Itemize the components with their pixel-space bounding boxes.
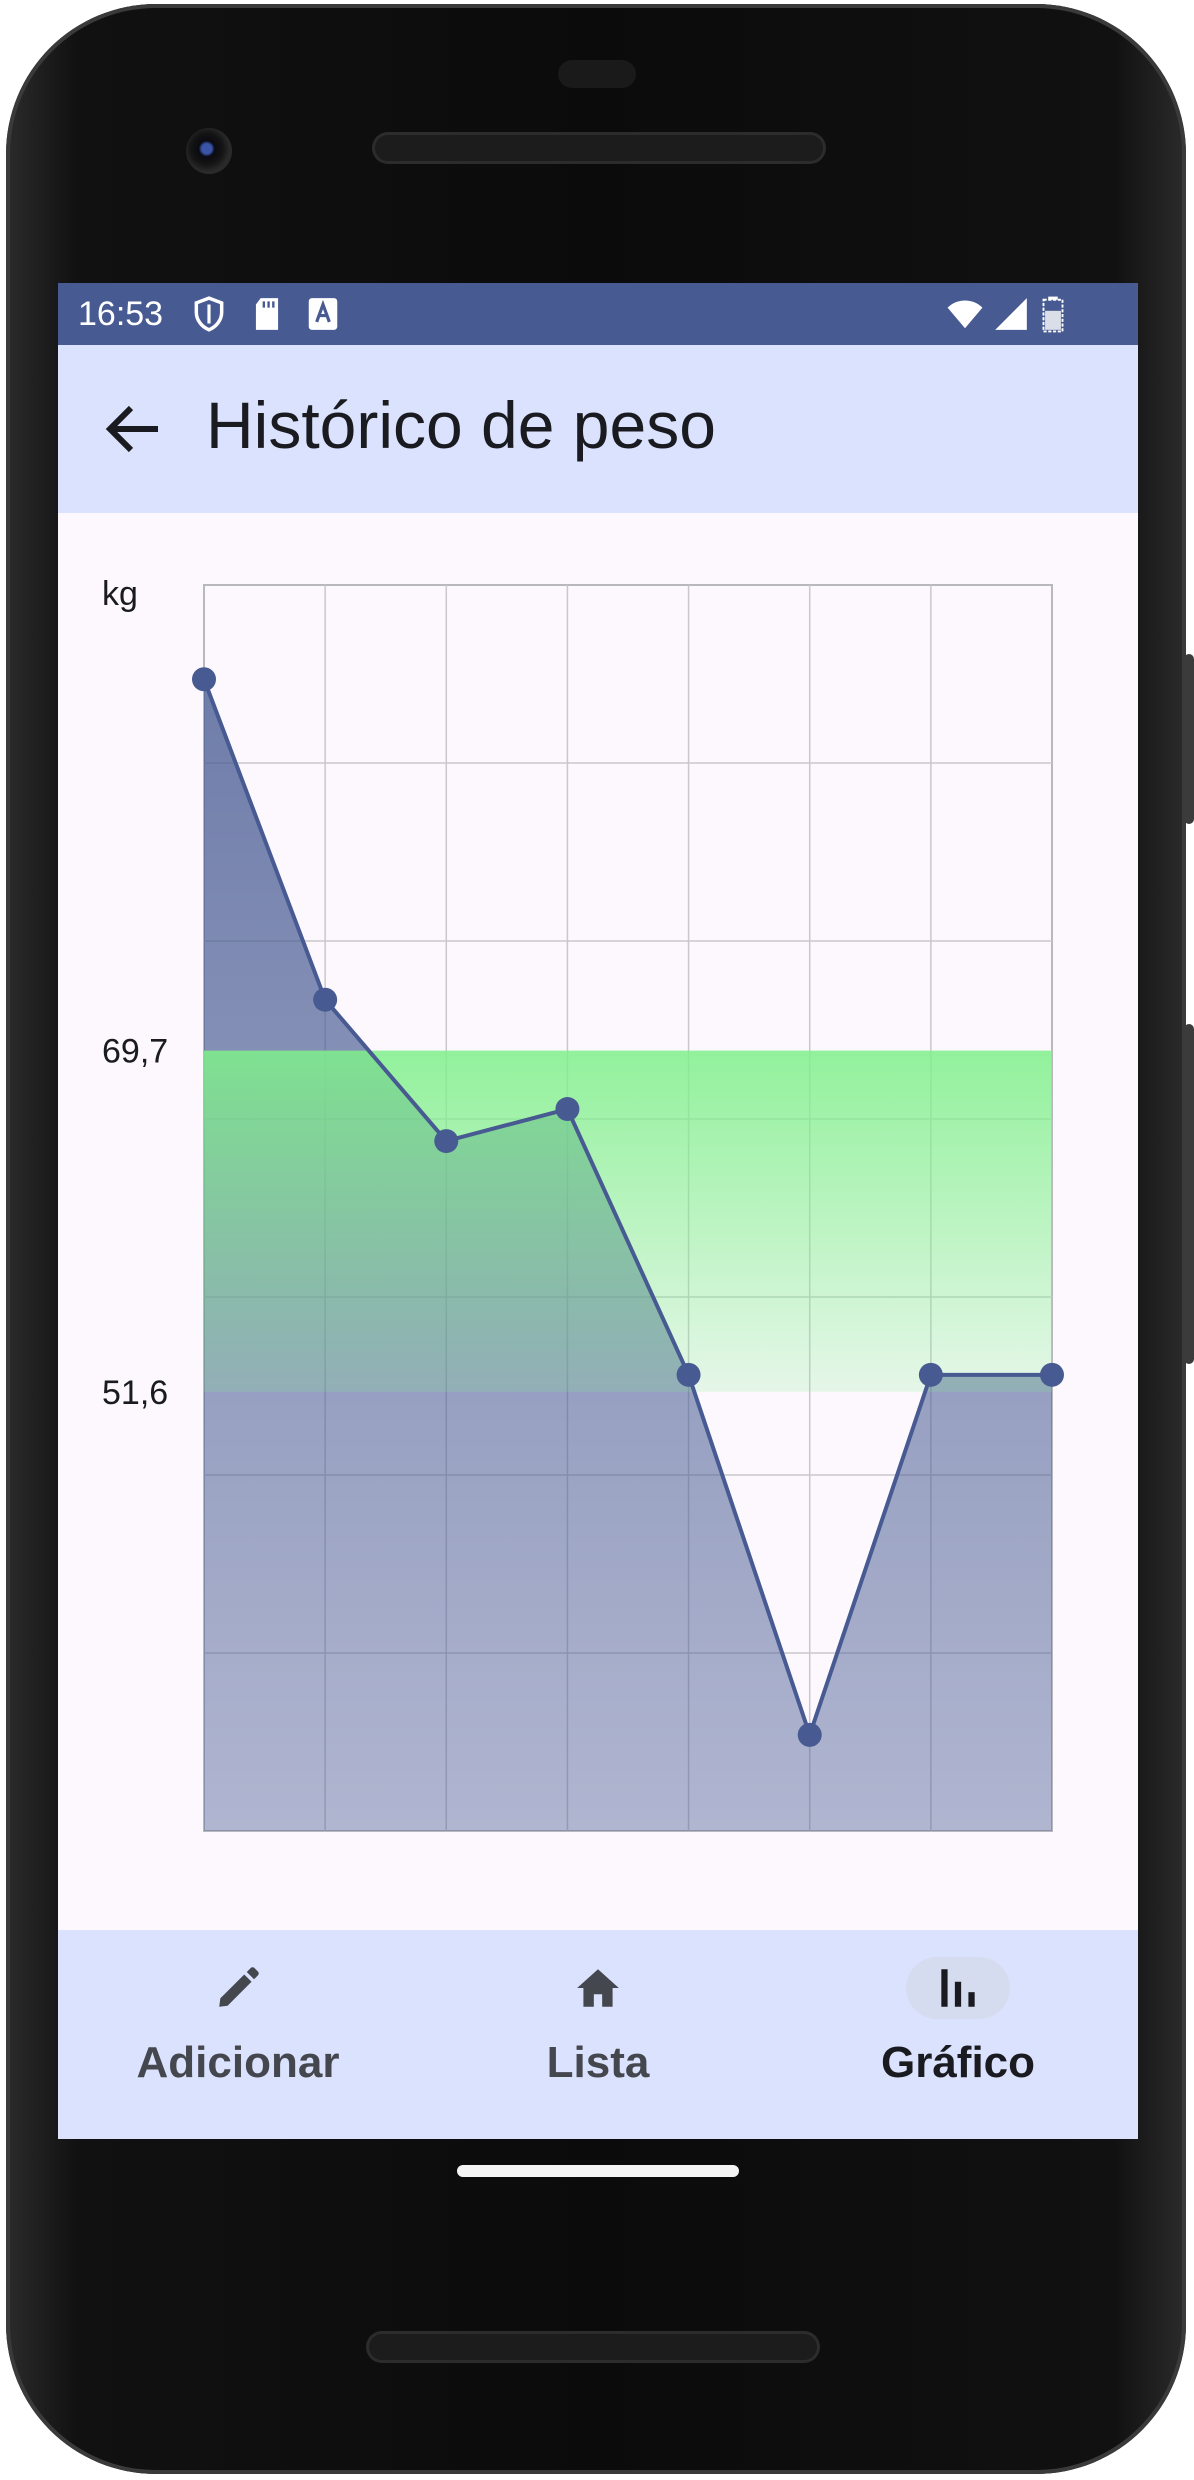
volume-button xyxy=(1184,1024,1194,1364)
power-button xyxy=(1184,654,1194,824)
line-segment xyxy=(202,677,328,1002)
status-bar: 16:53 xyxy=(58,283,1138,345)
line-segment xyxy=(323,997,449,1144)
page-title: Histórico de peso xyxy=(206,388,716,462)
nav-label-lista: Lista xyxy=(546,2038,650,2087)
line-segment xyxy=(686,1372,812,1737)
line-segment xyxy=(444,1107,570,1144)
data-point xyxy=(313,987,338,1012)
bottom-speaker xyxy=(369,2334,817,2360)
status-clock: 16:53 xyxy=(78,295,164,333)
line-segment xyxy=(807,1372,933,1737)
nav-label-adicionar: Adicionar xyxy=(136,2038,340,2087)
gesture-home-bar[interactable] xyxy=(457,2165,739,2177)
pencil-icon xyxy=(219,1967,259,2007)
data-point xyxy=(1040,1362,1064,1387)
y-unit-label: kg xyxy=(102,575,138,613)
shield-icon xyxy=(194,296,224,332)
healthy-band-rect xyxy=(204,1050,1052,1392)
app-screen: 16:53 xyxy=(58,283,1138,2139)
chart-line xyxy=(202,677,1054,1737)
data-point xyxy=(918,1362,943,1387)
sd-card-icon xyxy=(255,298,279,330)
healthy-range-band xyxy=(204,1050,1052,1392)
proximity-sensor xyxy=(558,60,636,88)
nav-item-grafico[interactable]: Gráfico xyxy=(778,1930,1138,2139)
chart-labels: kg 69,7 51,6 xyxy=(102,575,168,1412)
home-icon xyxy=(577,1969,619,2007)
bar-chart-icon xyxy=(941,1969,975,2007)
chart-points xyxy=(192,667,1064,1747)
nav-item-lista[interactable]: Lista xyxy=(418,1930,778,2139)
phone-frame: 16:53 xyxy=(6,4,1194,2474)
bottom-navigation: Adicionar Lista Gráfico xyxy=(58,1930,1138,2139)
nav-label-grafico: Gráfico xyxy=(880,2038,1036,2087)
front-camera xyxy=(186,128,232,174)
data-point xyxy=(192,667,216,692)
y-tick-label: 69,7 xyxy=(102,1033,168,1071)
nav-item-adicionar[interactable]: Adicionar xyxy=(58,1930,418,2139)
line-segment xyxy=(565,1107,691,1377)
weight-chart: kg 69,7 51,6 xyxy=(102,575,1064,1832)
wifi-icon xyxy=(947,300,983,329)
data-point xyxy=(676,1362,701,1387)
data-point xyxy=(434,1129,459,1154)
data-point xyxy=(797,1722,822,1747)
y-tick-label: 51,6 xyxy=(102,1374,168,1412)
arrow-left-icon[interactable] xyxy=(98,393,170,465)
font-a-icon xyxy=(308,298,338,330)
data-point xyxy=(555,1097,580,1122)
battery-icon xyxy=(1042,296,1064,333)
signal-icon xyxy=(995,298,1027,330)
top-app-bar: Histórico de peso xyxy=(58,345,1138,513)
earpiece-speaker xyxy=(375,135,823,161)
